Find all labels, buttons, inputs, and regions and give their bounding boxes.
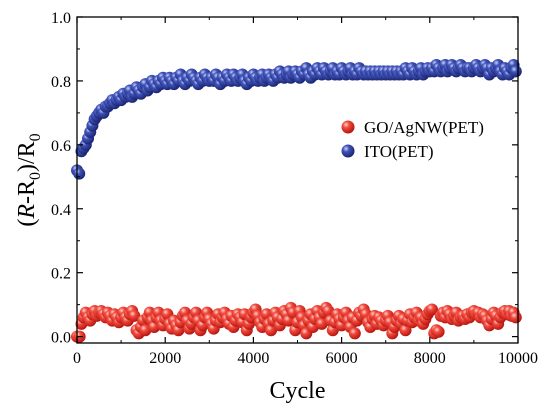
data-point [128, 309, 141, 322]
y-axis-title-part: 0 [27, 133, 44, 141]
legend-marker [341, 120, 355, 134]
legend-marker [341, 144, 355, 158]
x-tick-label: 10000 [498, 350, 538, 367]
series-ito [71, 58, 522, 180]
legend: GO/AgNW(PET) ITO(PET) [341, 118, 484, 161]
x-tick-label: 4000 [237, 350, 269, 367]
data-point [509, 311, 522, 324]
x-tick-label: 8000 [414, 350, 446, 367]
x-tick-label: 2000 [149, 350, 181, 367]
y-axis-title-text: (R-R0)/R0 [14, 133, 44, 226]
data-point [73, 167, 86, 180]
y-axis-title-part: ( [14, 219, 40, 227]
series-go-agnw [71, 301, 522, 343]
x-tick-label: 0 [73, 350, 81, 367]
legend-label: ITO(PET) [364, 142, 434, 161]
y-axis-title-part: )/R [14, 141, 40, 172]
y-tick-label: 1.0 [51, 10, 71, 27]
y-axis-title-part: 0 [27, 172, 44, 180]
y-tick-label: 0.6 [51, 138, 71, 155]
x-axis-title: Cycle [270, 378, 326, 404]
data-point [348, 327, 361, 340]
y-tick-label: 0.2 [51, 266, 71, 283]
legend-label: GO/AgNW(PET) [364, 118, 484, 137]
y-tick-label: 0.4 [51, 202, 71, 219]
y-axis-title-part: R [14, 204, 40, 220]
data-point [432, 325, 445, 338]
y-axis-title-part: -R [14, 180, 40, 204]
data-point [509, 65, 522, 78]
y-tick-label: 0.8 [51, 74, 71, 91]
y-tick-label: 0.0 [51, 330, 71, 347]
data-points [71, 58, 522, 343]
data-point [399, 324, 412, 337]
data-point [265, 324, 278, 337]
x-tick-label: 6000 [326, 350, 358, 367]
y-axis-title: (R-R0)/R0 [14, 133, 44, 226]
data-point [426, 303, 438, 316]
axis-ticks: 0 2000 4000 6000 8000 10000 0.0 0.2 0.4 0.6 0.8 1.0 [51, 10, 538, 367]
